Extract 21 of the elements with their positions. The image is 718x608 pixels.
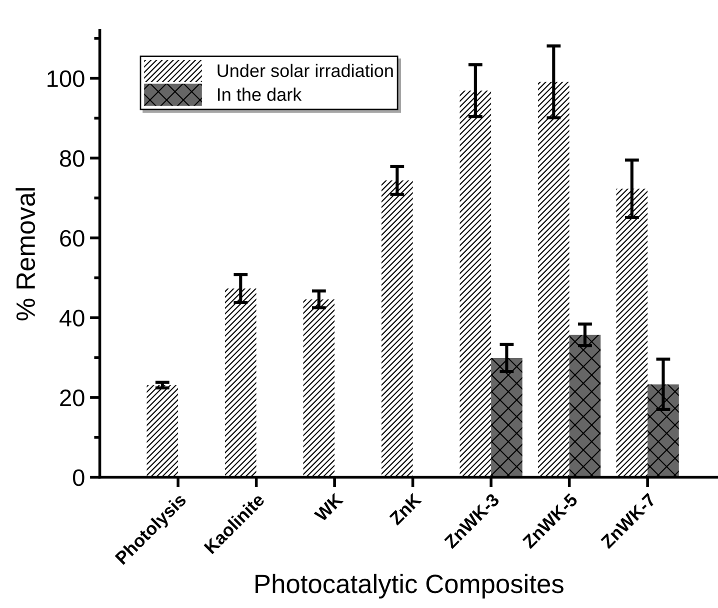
bar xyxy=(382,180,413,478)
y-tick-label: 100 xyxy=(48,70,84,88)
legend-label: In the dark xyxy=(218,88,302,101)
bar xyxy=(303,299,335,478)
bar xyxy=(538,82,570,478)
bar xyxy=(225,288,256,478)
y-tick-label: 20 xyxy=(60,390,84,406)
bar xyxy=(616,188,648,478)
x-tick-label: WK xyxy=(314,492,344,522)
bar xyxy=(648,384,679,478)
bar xyxy=(146,385,178,478)
bar xyxy=(569,334,601,478)
y-tick-label: 40 xyxy=(60,310,84,326)
y-tick-label: 60 xyxy=(60,230,84,247)
y-tick-label: 0 xyxy=(73,469,84,486)
bar xyxy=(491,358,522,478)
bar xyxy=(460,90,492,478)
y-tick-label: 80 xyxy=(60,150,84,167)
x-axis-title: Photocatalytic Composites xyxy=(256,574,564,598)
y-axis-title: % Removal xyxy=(16,188,36,320)
legend-label: Under solar irradiation xyxy=(218,64,393,78)
